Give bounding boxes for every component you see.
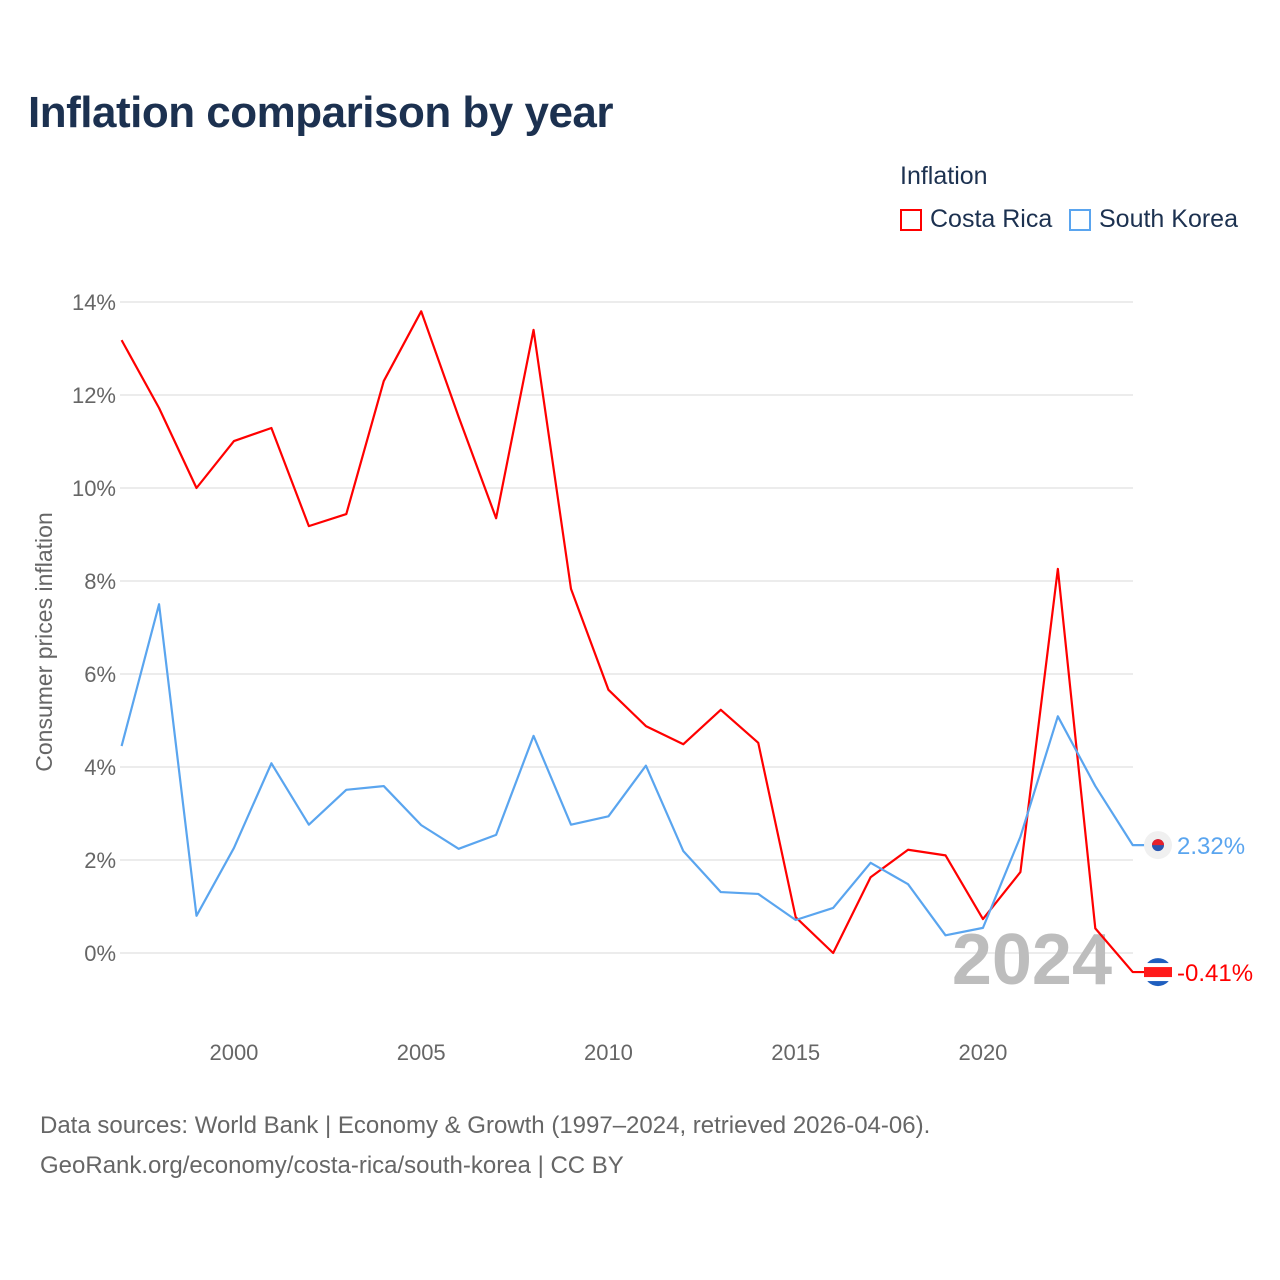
source-line-1: Data sources: World Bank | Economy & Gro… [40, 1112, 931, 1139]
x-tick-label: 2015 [771, 1040, 820, 1065]
flag-part [1152, 839, 1164, 846]
series-line-costa-rica [120, 310, 1145, 974]
y-tick-label: 0% [84, 941, 116, 966]
x-tick-label: 2005 [397, 1040, 446, 1065]
y-tick-label: 8% [84, 569, 116, 594]
legend-title: Inflation [900, 162, 988, 190]
source-note: Data sources: World Bank | Economy & Gro… [40, 1106, 930, 1186]
y-tick-label: 10% [72, 476, 116, 501]
x-tick-label: 2010 [584, 1040, 633, 1065]
x-tick-label: 2000 [209, 1040, 258, 1065]
legend-item-south-korea[interactable]: South Korea [1069, 205, 1238, 234]
legend-swatch [900, 208, 922, 231]
x-tick-label: 2020 [958, 1040, 1007, 1065]
legend-label: South Korea [1099, 205, 1238, 233]
flag-part [1144, 967, 1172, 978]
source-line-2[interactable]: GeoRank.org/economy/costa-rica/south-kor… [40, 1152, 624, 1179]
end-value-label: -0.41% [1177, 960, 1253, 987]
y-tick-label: 6% [84, 662, 116, 687]
legend-swatch [1069, 208, 1091, 231]
y-tick-label: 4% [84, 755, 116, 780]
year-watermark: 2024 [952, 920, 1112, 1000]
y-axis-label: Consumer prices inflation [31, 512, 57, 772]
end-value-label: 2.32% [1177, 833, 1245, 860]
y-tick-label: 2% [84, 848, 116, 873]
y-tick-label: 12% [72, 383, 116, 408]
legend-label: Costa Rica [930, 205, 1053, 233]
chart-title: Inflation comparison by year [28, 88, 614, 137]
series-line-south-korea [120, 603, 1145, 937]
legend-item-costa-rica[interactable]: Costa Rica [900, 205, 1052, 234]
y-tick-label: 14% [72, 290, 116, 315]
